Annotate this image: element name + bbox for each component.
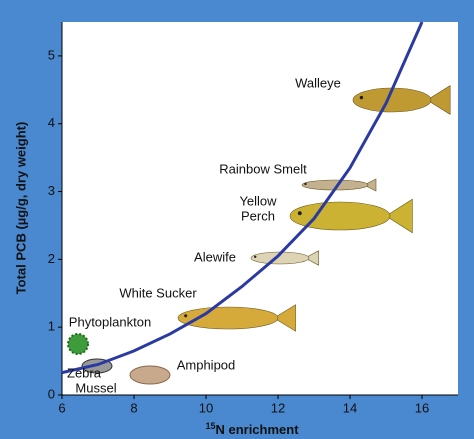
y-tick-label: 0 [48,386,55,401]
organism-label: Zebra [67,365,102,380]
x-axis-label-superscript: 15 [205,421,215,431]
fish-body [290,202,390,230]
fish-eye [304,183,306,185]
x-tick-label: 6 [58,400,65,415]
organism-label: Phytoplankton [69,314,151,329]
y-tick-label: 3 [48,183,55,198]
fish-eye [360,96,363,99]
organism-label: Walleye [295,75,341,90]
organism-label: Yellow [239,193,277,208]
fish-eye [298,211,302,215]
fish-eye [254,256,256,258]
y-tick-label: 1 [48,319,55,334]
phytoplankton-picture [68,334,88,354]
y-tick-label: 2 [48,251,55,266]
chart: Total PCB (µg/g, dry weight) 15N enrichm… [0,0,474,439]
organism-label: Alewife [194,249,236,264]
organism-label: Rainbow Smelt [219,161,307,176]
fish-body [178,307,278,329]
x-axis-label: 15N enrichment [205,421,299,437]
fish-eye [184,314,187,317]
y-tick-label: 4 [48,115,55,130]
organism-label: White Sucker [119,285,197,300]
y-axis-label: Total PCB (µg/g, dry weight) [13,122,28,295]
organism-label: Perch [241,208,275,223]
x-tick-label: 12 [271,400,285,415]
y-tick-label: 5 [48,47,55,62]
x-tick-label: 16 [415,400,429,415]
amphipod-picture [130,366,170,384]
organism-label: Amphipod [177,357,236,372]
x-axis-label-text: N enrichment [215,422,299,437]
x-tick-label: 10 [199,400,213,415]
x-tick-label: 8 [130,400,137,415]
x-tick-label: 14 [343,400,357,415]
organism-label: Mussel [75,380,116,395]
